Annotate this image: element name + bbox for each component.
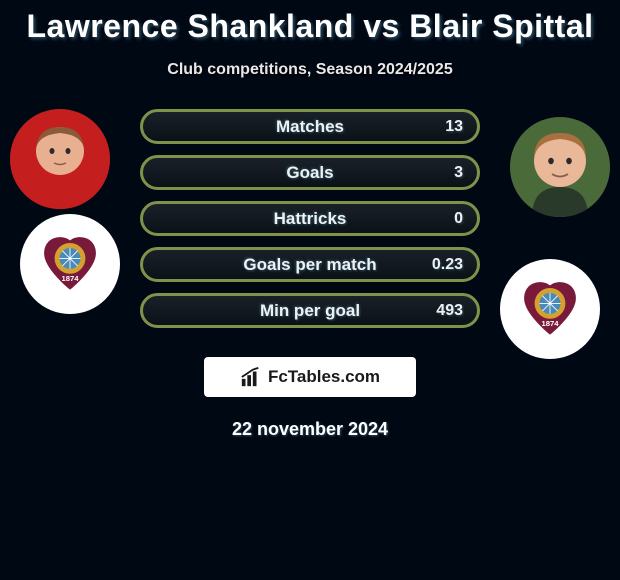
stat-value-right: 493 [436, 302, 463, 320]
stat-value-right: 13 [445, 118, 463, 136]
date-text: 22 november 2024 [0, 419, 620, 440]
stat-row-gpm: Goals per match 0.23 [140, 247, 480, 282]
stat-row-hattricks: Hattricks 0 [140, 201, 480, 236]
chart-icon [240, 366, 262, 388]
stat-label: Min per goal [260, 301, 360, 321]
subtitle: Club competitions, Season 2024/2025 [0, 61, 620, 79]
stat-row-mpg: Min per goal 493 [140, 293, 480, 328]
stat-label: Goals [286, 163, 333, 183]
stat-row-goals: Goals 3 [140, 155, 480, 190]
branding-badge: FcTables.com [204, 357, 416, 397]
page-title: Lawrence Shankland vs Blair Spittal [0, 0, 620, 45]
comparison-panel: 1874 1874 Matches 13 Goals 3 Hattricks [0, 109, 620, 339]
stat-label: Hattricks [274, 209, 347, 229]
stat-value-right: 3 [454, 164, 463, 182]
player1-photo [10, 109, 110, 209]
svg-text:1874: 1874 [541, 319, 559, 328]
stat-value-right: 0 [454, 210, 463, 228]
player2-club-crest: 1874 [500, 259, 600, 359]
stats-table: Matches 13 Goals 3 Hattricks 0 Goals per… [140, 109, 480, 339]
stat-row-matches: Matches 13 [140, 109, 480, 144]
player1-club-crest: 1874 [20, 214, 120, 314]
svg-text:1874: 1874 [61, 274, 79, 283]
stat-label: Goals per match [243, 255, 376, 275]
branding-text: FcTables.com [268, 367, 380, 387]
stat-label: Matches [276, 117, 344, 137]
player2-photo [510, 117, 610, 217]
stat-value-right: 0.23 [432, 256, 463, 274]
